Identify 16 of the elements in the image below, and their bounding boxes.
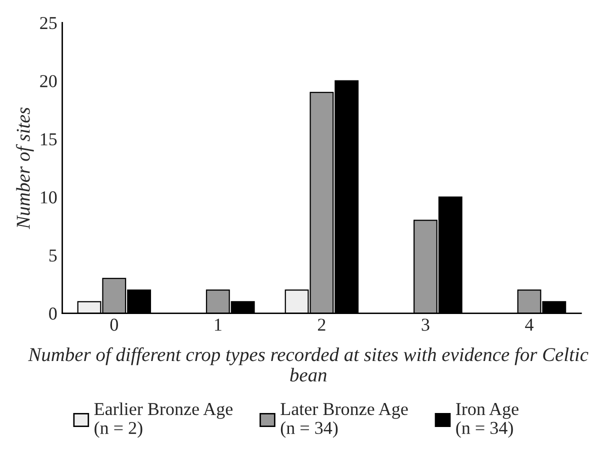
x-tick-label: 1 bbox=[215, 318, 222, 331]
x-tick-label: 3 bbox=[422, 318, 430, 331]
y-axis-title: Number of sites bbox=[16, 108, 34, 230]
x-tick-label: 4 bbox=[525, 318, 534, 331]
y-tick-label: 5 bbox=[49, 250, 57, 262]
y-tick-label: 10 bbox=[40, 191, 57, 204]
y-tick-label: 0 bbox=[49, 308, 57, 320]
legend-label: Iron Age (n = 34) bbox=[456, 403, 518, 438]
x-tick-label: 2 bbox=[318, 318, 326, 331]
legend-label: Earlier Bronze Age (n = 2) bbox=[94, 402, 233, 438]
y-tick-label: 25 bbox=[40, 17, 57, 30]
x-tick-label: 0 bbox=[110, 318, 118, 331]
legend-label: Later Bronze Age (n = 34) bbox=[280, 403, 408, 438]
x-axis-title: Number of different crop types recorded at sites with evidence for Celtic bean bbox=[28, 347, 588, 382]
y-tick-label: 15 bbox=[40, 133, 57, 146]
y-tick-label: 20 bbox=[40, 75, 57, 88]
